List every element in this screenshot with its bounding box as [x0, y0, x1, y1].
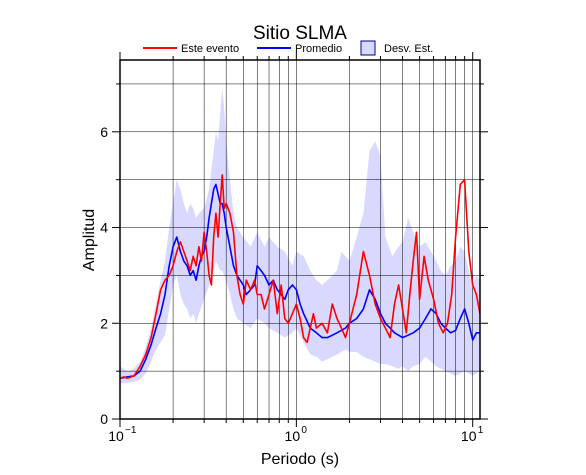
legend-label-desv-est: Desv. Est. — [384, 43, 433, 55]
x-tick-label-base: 10 — [461, 428, 477, 444]
x-tick-label: 10 0 — [285, 425, 308, 444]
x-tick-label-exponent: 0 — [301, 425, 307, 436]
y-tick-label: 0 — [100, 411, 108, 427]
y-tick-label: 4 — [100, 220, 108, 236]
y-tick-label: 6 — [100, 124, 108, 140]
chart-title: Sitio SLMA — [253, 23, 347, 44]
x-axis-title: Periodo (s) — [261, 451, 339, 468]
plot-frame — [119, 59, 481, 420]
x-tick-label-base: 10 — [108, 428, 124, 444]
series-line-este-evento — [120, 174, 480, 380]
desv-est-band — [120, 88, 480, 384]
legend-label-este-evento: Este evento — [181, 43, 239, 55]
y-axis-title: Amplitud — [81, 209, 98, 271]
x-tick-label-exponent: −1 — [125, 425, 137, 436]
legend-swatch-desv-est — [360, 40, 376, 56]
x-tick-label-exponent: 1 — [478, 425, 484, 436]
x-tick-label-base: 10 — [285, 428, 301, 444]
x-tick-label: 10 1 — [461, 425, 484, 444]
legend-label-promedio: Promedio — [295, 43, 342, 55]
legend: Este evento Promedio Desv. Est. — [143, 40, 433, 56]
y-tick-label: 2 — [100, 315, 108, 331]
x-tick-label: 10 −1 — [108, 425, 137, 444]
